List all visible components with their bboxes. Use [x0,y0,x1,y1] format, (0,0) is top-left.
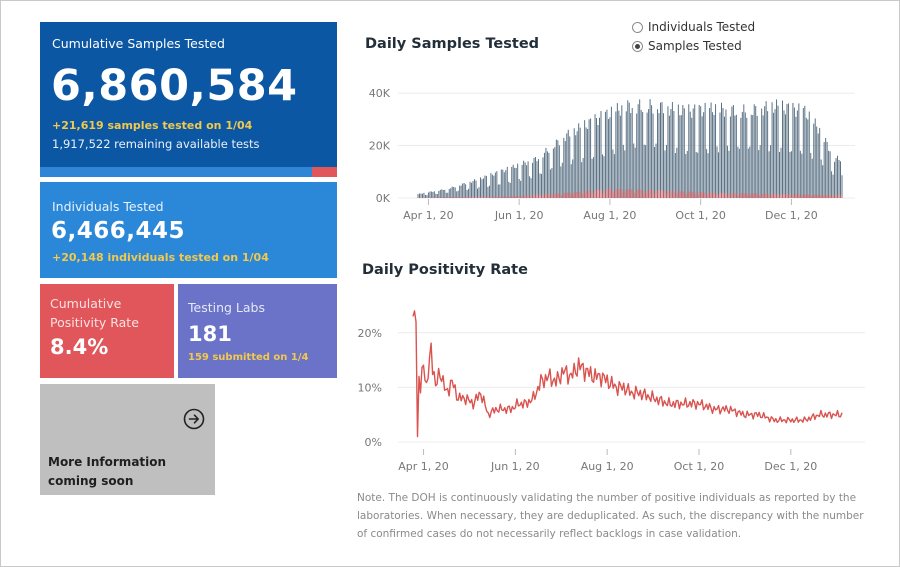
positivity-rate-label: Cumulative Positivity Rate [50,296,139,330]
cumulative-samples-value: 6,860,584 [51,61,298,111]
more-information-line1: More Information [48,455,167,469]
radio-individuals-label: Individuals Tested [648,20,756,34]
positivity-xtick-label: Oct 1, 20 [674,460,725,473]
positivity-xtick-label: Aug 1, 20 [581,460,634,473]
testing-labs-value: 181 [188,322,232,346]
individuals-tested-label: Individuals Tested [52,199,164,214]
cumulative-samples-card[interactable]: Cumulative Samples Tested 6,860,584 +21,… [40,22,337,177]
samples-ytick-label: 40K [369,87,391,100]
positivity-ytick-label: 0% [365,436,382,449]
daily-samples-chart-title: Daily Samples Tested [365,36,540,52]
positivity-rate-value: 8.4% [50,335,109,359]
radio-individuals-circle[interactable] [632,21,643,33]
testing-labs-submitted: 159 submitted on 1/4 [188,352,309,363]
radio-individuals-tested[interactable]: Individuals Tested [632,20,755,34]
positivity-rate-card[interactable]: Cumulative Positivity Rate 8.4% [40,284,174,378]
samples-xtick-label: Jun 1, 20 [494,209,544,222]
samples-xtick-label: Dec 1, 20 [765,209,818,222]
samples-xtick-label: Aug 1, 20 [583,209,636,222]
positivity-xtick-label: Apr 1, 20 [398,460,449,473]
radio-samples-circle[interactable] [632,40,643,52]
samples-ytick-label: 0K [376,192,391,205]
samples-ytick-label: 20K [369,140,391,153]
cumulative-samples-label: Cumulative Samples Tested [52,36,225,51]
individuals-tested-increment: +20,148 individuals tested on 1/04 [52,251,269,264]
individuals-tested-value: 6,466,445 [51,218,185,244]
daily-samples-chart: 0K 20K 40K Apr 1, 20 Jun 1, 20 Aug 1, 20 Oct 1… [369,87,855,222]
remaining-tests-text: 1,917,522 remaining available tests [52,137,260,151]
positivity-ytick-label: 20% [358,327,382,340]
positivity-xtick-label: Jun 1, 20 [490,460,540,473]
remaining-tests-bar [40,167,337,177]
validation-note: Note. The DOH is continuously validating… [357,492,864,540]
more-information-line2: coming soon [48,474,134,488]
testing-labs-label: Testing Labs [188,300,265,315]
testing-labs-card[interactable]: Testing Labs 181 159 submitted on 1/4 [178,284,337,378]
samples-xtick-label: Oct 1, 20 [675,209,726,222]
more-information-card[interactable]: More Information coming soon [40,384,215,495]
radio-samples-tested[interactable]: Samples Tested [632,39,742,53]
positivity-xtick-label: Dec 1, 20 [764,460,817,473]
samples-xtick-label: Apr 1, 20 [403,209,454,222]
arrow-right-circle-icon[interactable] [183,408,205,430]
positivity-chart: 0% 10% 20% Apr 1, 20 Jun 1, 20 Aug 1, 20 Oct 1… [358,310,865,473]
positivity-line [412,310,843,438]
individuals-tested-card[interactable]: Individuals Tested 6,466,445 +20,148 ind… [40,182,337,278]
positivity-ytick-label: 10% [358,381,382,394]
positivity-chart-title: Daily Positivity Rate [362,262,528,278]
remaining-tests-bar-fill [312,167,337,177]
cumulative-samples-increment: +21,619 samples tested on 1/04 [52,119,253,132]
radio-samples-label: Samples Tested [648,39,742,53]
